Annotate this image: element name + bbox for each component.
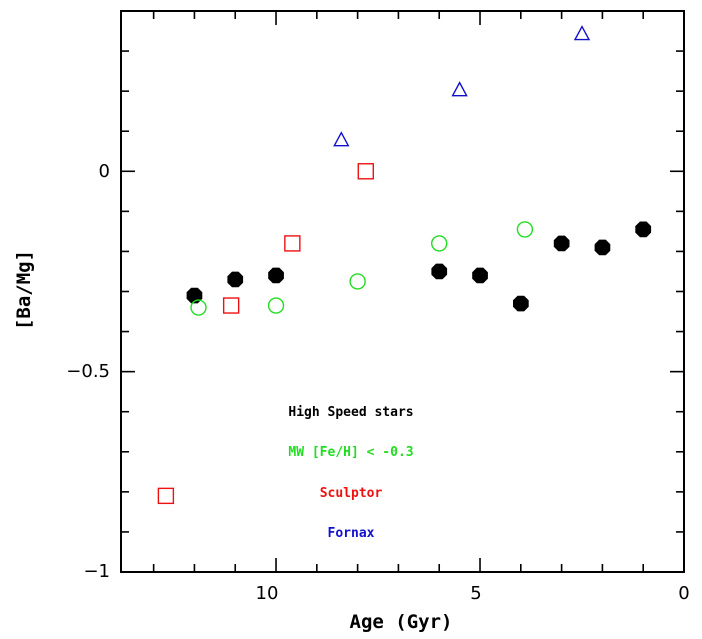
- point-fornax: [333, 131, 350, 147]
- point-high-speed-stars: [227, 271, 244, 288]
- point-mw-fe-h-0-3: [267, 297, 285, 314]
- y-axis-title: [Ba/Mg]: [13, 250, 35, 330]
- point-high-speed-stars: [472, 267, 488, 284]
- axis-ticks: [121, 10, 685, 573]
- legend-sculptor: Sculptor: [320, 486, 383, 501]
- point-mw-fe-h-0-3: [190, 299, 207, 316]
- point-sculptor: [284, 235, 301, 252]
- point-fornax: [451, 81, 468, 97]
- legend-high-speed-stars: High Speed stars: [288, 405, 413, 420]
- point-high-speed-stars: [268, 267, 284, 284]
- data-markers: [157, 25, 652, 505]
- point-high-speed-stars: [635, 221, 652, 238]
- point-high-speed-stars: [553, 235, 570, 252]
- x-tick-label: 0: [678, 583, 689, 604]
- point-sculptor: [357, 163, 374, 180]
- legend-fornax: Fornax: [328, 526, 375, 541]
- point-mw-fe-h-0-3: [431, 235, 448, 252]
- y-tick-label: 0: [99, 161, 110, 182]
- y-tick-label: −1: [83, 561, 110, 582]
- point-mw-fe-h-0-3: [516, 221, 534, 238]
- point-high-speed-stars: [513, 295, 529, 312]
- y-tick-label: −0.5: [66, 361, 110, 382]
- x-tick-label: 10: [256, 583, 279, 604]
- point-high-speed-stars: [431, 263, 448, 280]
- x-axis-title: Age (Gyr): [350, 611, 453, 633]
- x-tick-label: 5: [470, 583, 481, 604]
- point-sculptor: [222, 297, 240, 314]
- legend-mw-metal-poor: MW [Fe/H] < -0.3: [288, 445, 413, 460]
- point-sculptor: [157, 487, 175, 505]
- point-fornax: [573, 25, 591, 41]
- point-high-speed-stars: [594, 239, 611, 256]
- point-mw-fe-h-0-3: [349, 273, 366, 290]
- plot-frame: [120, 10, 685, 573]
